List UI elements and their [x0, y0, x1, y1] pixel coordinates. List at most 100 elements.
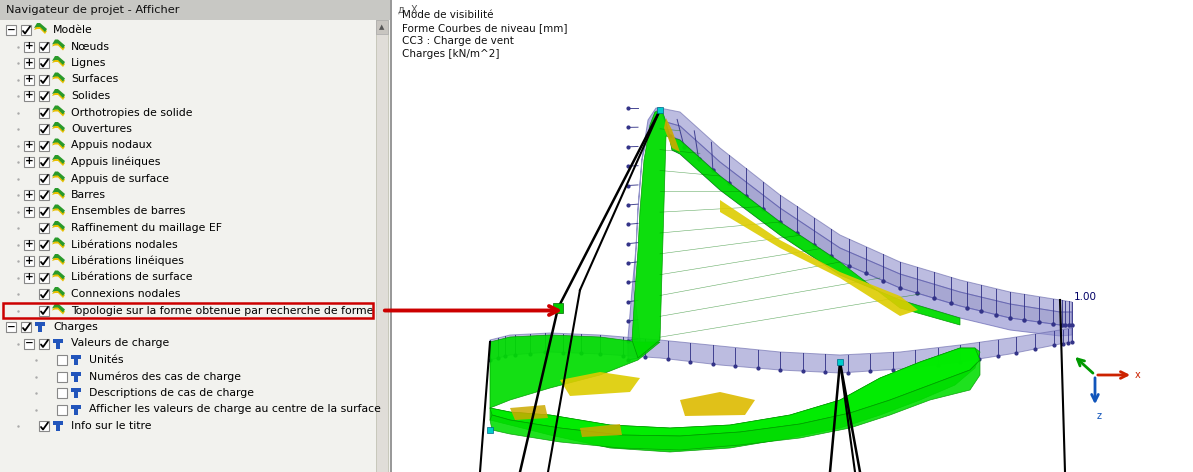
Bar	[39, 124, 49, 134]
Text: Topologie sur la forme obtenue par recherche de forme: Topologie sur la forme obtenue par reche…	[72, 305, 373, 315]
Bar	[24, 207, 33, 217]
Bar	[39, 256, 49, 266]
Text: Orthotropies de solide: Orthotropies de solide	[72, 108, 192, 118]
Polygon shape	[52, 89, 64, 98]
Text: 1.00: 1.00	[1074, 292, 1098, 302]
Polygon shape	[509, 405, 548, 420]
Bar	[39, 58, 49, 68]
Polygon shape	[666, 122, 1073, 325]
Text: +: +	[25, 91, 33, 101]
Polygon shape	[490, 328, 1073, 373]
Text: Modèle: Modèle	[52, 25, 93, 35]
Text: z: z	[1098, 411, 1102, 421]
Text: Connexions nodales: Connexions nodales	[72, 289, 180, 299]
Polygon shape	[52, 272, 64, 281]
Polygon shape	[52, 303, 64, 312]
Bar	[0, 0, 390, 472]
Text: Ensembles de barres: Ensembles de barres	[72, 207, 185, 217]
Polygon shape	[35, 322, 45, 332]
Text: ▲: ▲	[379, 24, 384, 30]
Text: Appuis de surface: Appuis de surface	[72, 174, 169, 184]
Bar	[57, 371, 67, 381]
Text: Unités: Unités	[89, 355, 124, 365]
Text: Appuis linéiques: Appuis linéiques	[72, 157, 160, 167]
Polygon shape	[52, 75, 64, 84]
Polygon shape	[52, 221, 64, 230]
Text: д  X: д X	[398, 5, 418, 15]
Polygon shape	[72, 405, 81, 414]
Bar	[24, 75, 33, 84]
Polygon shape	[52, 56, 64, 65]
Text: Nœuds: Nœuds	[72, 42, 110, 51]
Text: −: −	[7, 25, 16, 34]
Bar	[39, 108, 49, 118]
Polygon shape	[52, 157, 64, 166]
Polygon shape	[52, 207, 64, 216]
Polygon shape	[52, 171, 64, 180]
Polygon shape	[52, 289, 64, 298]
Text: Charges [kN/m^2]: Charges [kN/m^2]	[402, 49, 500, 59]
Text: +: +	[25, 58, 33, 67]
Polygon shape	[52, 141, 64, 150]
Bar	[39, 223, 49, 233]
Text: Lignes: Lignes	[72, 58, 106, 68]
Bar	[24, 157, 33, 167]
Bar	[39, 272, 49, 283]
Polygon shape	[52, 305, 64, 314]
Bar	[24, 239, 33, 250]
Text: +: +	[25, 189, 33, 200]
Polygon shape	[665, 118, 680, 152]
Text: Valeurs de charge: Valeurs de charge	[72, 338, 169, 348]
Text: Ouvertures: Ouvertures	[72, 124, 132, 134]
Polygon shape	[52, 106, 64, 115]
Polygon shape	[52, 122, 64, 131]
Polygon shape	[52, 91, 64, 100]
Polygon shape	[660, 108, 1073, 312]
Bar	[39, 141, 49, 151]
Polygon shape	[52, 270, 64, 279]
Bar	[392, 0, 1193, 472]
Polygon shape	[52, 108, 64, 117]
Text: +: +	[25, 74, 33, 84]
Text: +: +	[25, 239, 33, 249]
Text: +: +	[25, 41, 33, 51]
Bar	[24, 91, 33, 101]
Polygon shape	[560, 372, 639, 396]
Polygon shape	[628, 108, 660, 360]
Text: +: +	[25, 206, 33, 216]
Text: x: x	[1135, 370, 1141, 380]
Polygon shape	[52, 237, 64, 246]
Polygon shape	[52, 190, 64, 199]
Polygon shape	[33, 25, 47, 34]
Polygon shape	[52, 174, 64, 183]
Text: Solides: Solides	[72, 91, 110, 101]
Bar	[24, 190, 33, 200]
Polygon shape	[580, 424, 622, 437]
Polygon shape	[52, 138, 64, 147]
Bar	[39, 75, 49, 84]
Bar	[6, 322, 16, 332]
Text: Libérations de surface: Libérations de surface	[72, 272, 192, 283]
Text: Appuis nodaux: Appuis nodaux	[72, 141, 152, 151]
Polygon shape	[72, 388, 81, 398]
Bar	[39, 174, 49, 184]
Text: Navigateur de projet - Afficher: Navigateur de projet - Afficher	[6, 5, 179, 15]
Bar	[24, 141, 33, 151]
Polygon shape	[52, 73, 64, 82]
Text: +: +	[25, 140, 33, 150]
Polygon shape	[52, 124, 64, 133]
Text: Descriptions de cas de charge: Descriptions de cas de charge	[89, 388, 254, 398]
Text: Barres: Barres	[72, 190, 106, 200]
Bar	[6, 25, 16, 35]
Polygon shape	[52, 421, 63, 431]
Text: Mode de visibilité: Mode de visibilité	[402, 10, 494, 20]
Text: Libérations linéiques: Libérations linéiques	[72, 256, 184, 266]
Bar	[39, 421, 49, 431]
Polygon shape	[52, 287, 64, 296]
Polygon shape	[52, 254, 64, 263]
Bar	[21, 25, 31, 35]
Text: Numéros des cas de charge: Numéros des cas de charge	[89, 371, 241, 382]
Polygon shape	[52, 40, 64, 49]
Text: +: +	[25, 157, 33, 167]
Bar	[39, 338, 49, 348]
